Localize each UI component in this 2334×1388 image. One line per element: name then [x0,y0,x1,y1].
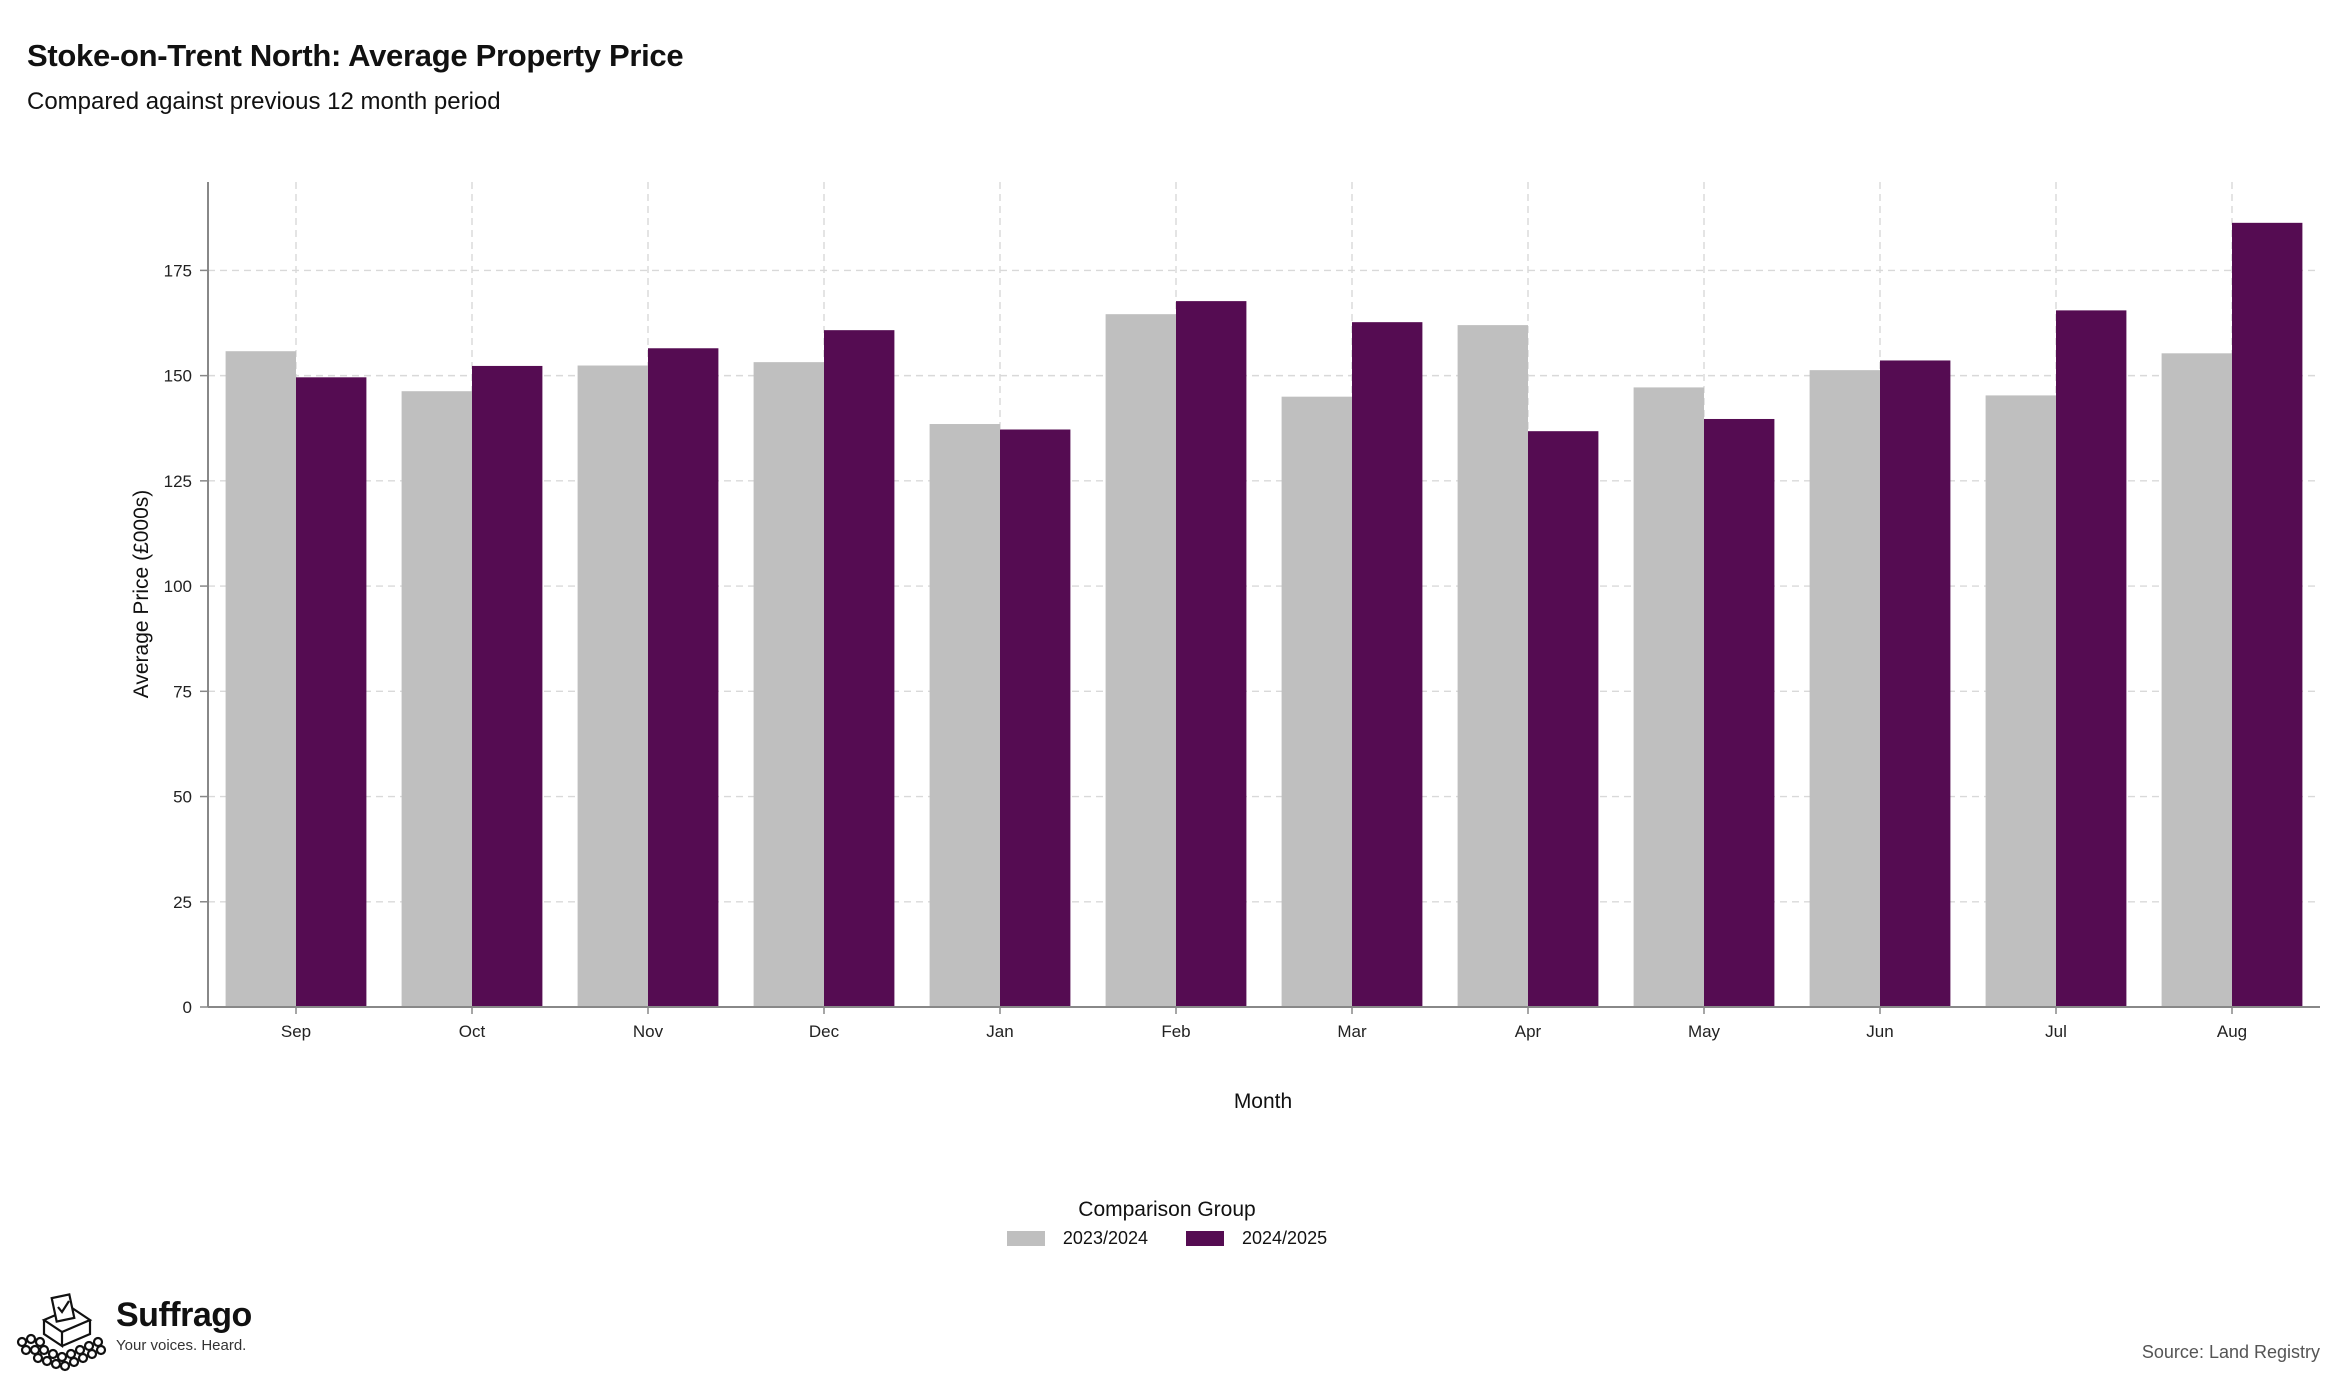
x-tick-label: Apr [1515,1022,1542,1041]
x-tick-label: Feb [1161,1022,1190,1041]
x-tick-label: Aug [2217,1022,2247,1041]
axis-layer [207,182,2320,1008]
ballot-box-crowd-icon [16,1293,107,1372]
bar-2024-2025-oct [472,365,543,1008]
bar-2023-2024-mar [1281,396,1352,1008]
x-tick-label: Jun [1866,1022,1893,1041]
label-layer: 0 25 50 75 100 125 150 175 Sep Oct Nov Dec Jan Feb Mar… [164,261,2248,1041]
bar-chart: 0 25 50 75 100 125 150 175 Sep Oct Nov Dec Jan Feb Mar… [130,182,2320,1113]
legend-swatch-2024-2025 [1186,1231,1224,1246]
y-tick-label: 175 [164,261,192,280]
bar-2024-2025-nov [648,348,719,1007]
logo-text: Suffrago Your voices. Heard. [116,1296,252,1354]
brand-tagline: Your voices. Heard. [116,1337,247,1354]
bar-2023-2024-aug [2161,353,2232,1007]
bar-2024-2025-jan [1000,429,1071,1007]
y-tick-label: 150 [164,367,192,386]
x-tick-label: May [1688,1022,1721,1041]
chart-subtitle: Compared against previous 12 month perio… [27,88,501,115]
bar-2024-2025-mar [1352,322,1423,1008]
legend-item-2023-2024: 2023/2024 [1006,1228,1148,1249]
y-axis-title: Average Price (£000s) [130,490,153,699]
legend: Comparison Group 2023/2024 2024/2025 [0,1198,2334,1249]
bar-2024-2025-jul [2056,310,2127,1007]
x-tick-label: Dec [809,1022,840,1041]
bar-layer [225,222,2303,1008]
bar-2023-2024-sep [225,351,296,1007]
legend-item-2024-2025: 2024/2025 [1186,1228,1327,1249]
bar-2024-2025-sep [296,377,367,1007]
bar-2023-2024-jan [929,424,1000,1007]
y-tick-label: 100 [164,577,192,596]
legend-items: 2023/2024 2024/2025 [0,1228,2334,1249]
chart-title: Stoke-on-Trent North: Average Property P… [27,38,684,73]
legend-title: Comparison Group [1078,1198,1256,1221]
x-axis-title: Month [1234,1090,1292,1113]
suffrago-logo: Suffrago Your voices. Heard. [14,1290,252,1372]
source-note: Source: Land Registry [2141,1342,2320,1362]
y-tick-label: 0 [183,998,192,1017]
brand-name: Suffrago [116,1296,252,1334]
bar-2023-2024-jul [1985,395,2056,1007]
bar-2023-2024-apr [1457,325,1528,1007]
bar-2024-2025-jun [1880,360,1951,1008]
legend-swatch-2023-2024 [1006,1231,1045,1246]
bar-2023-2024-feb [1105,314,1176,1008]
x-tick-label: Mar [1337,1022,1367,1041]
y-tick-label: 50 [173,788,192,807]
bar-2023-2024-dec [753,362,824,1007]
x-tick-label: Jul [2045,1022,2067,1041]
bar-2023-2024-may [1633,387,1704,1007]
bar-2024-2025-feb [1176,301,1247,1008]
bar-2023-2024-nov [577,365,648,1008]
y-tick-label: 25 [173,893,192,912]
bar-2024-2025-apr [1528,431,1599,1007]
y-tick-label: 75 [173,682,192,701]
legend-label-2024-2025: 2024/2025 [1242,1228,1328,1248]
y-tick-label: 125 [164,472,192,491]
bar-2024-2025-dec [824,330,895,1007]
x-tick-label: Jan [986,1022,1013,1041]
bar-2024-2025-may [1704,418,1775,1007]
legend-label-2023-2024: 2023/2024 [1062,1228,1148,1248]
bar-2023-2024-oct [401,391,472,1008]
x-tick-label: Nov [633,1022,664,1041]
x-tick-label: Oct [459,1022,486,1041]
x-tick-label: Sep [281,1022,311,1041]
bar-2023-2024-jun [1809,370,1880,1007]
bar-2024-2025-aug [2232,222,2303,1007]
